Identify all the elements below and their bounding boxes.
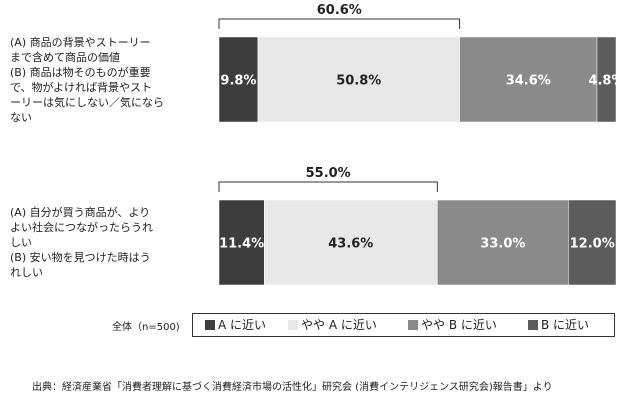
bar-2-value-label-3: 33.0% bbox=[480, 237, 525, 252]
legend-label-somewhat-a: やや A に近い bbox=[301, 318, 377, 332]
bar-1-segment-1 bbox=[218, 36, 259, 123]
bracket-2-label: 55.0% bbox=[306, 166, 351, 181]
bar-1-value-label-1: 9.8% bbox=[220, 74, 256, 89]
question-1-a-line-1: (A) 商品の背景やストーリー bbox=[10, 36, 151, 49]
bar-2-value-label-4: 12.0% bbox=[570, 237, 615, 252]
legend-swatch-a bbox=[205, 320, 215, 330]
legend-swatch-somewhat-a bbox=[288, 320, 298, 330]
legend-item-a: A に近い bbox=[205, 318, 266, 332]
question-1-b-line-3: ーリーは気にしない／気になら bbox=[10, 96, 164, 109]
bracket-1 bbox=[218, 18, 461, 29]
question-2-a-line-2: よい社会につながったらうれ bbox=[10, 221, 153, 234]
legend-swatch-b bbox=[528, 320, 538, 330]
question-1-b-line-1: (B) 商品は物そのものが重要 bbox=[10, 66, 151, 79]
bar-1-value-label-3: 34.6% bbox=[506, 74, 551, 89]
question-2-a-line-1: (A) 自分が買う商品が、より bbox=[10, 206, 151, 219]
legend-label-somewhat-b: やや B に近い bbox=[421, 318, 497, 332]
question-2-b-line-2: れしい bbox=[10, 266, 43, 279]
bar-2-value-label-1: 11.4% bbox=[219, 237, 264, 252]
bar-2-segment-4 bbox=[568, 199, 617, 286]
legend-item-somewhat-b: やや B に近い bbox=[408, 318, 497, 332]
question-1: (A) 商品の背景やストーリー まで含めて商品の価値 (B) 商品は物そのものが… bbox=[10, 35, 210, 125]
legend-swatch-somewhat-b bbox=[408, 320, 418, 330]
legend-total-label: 全体（n=500) bbox=[112, 322, 180, 333]
legend-label-b: B に近い bbox=[541, 318, 590, 332]
bar-1-segment-3 bbox=[459, 36, 598, 123]
bar-1-value-label-2: 50.8% bbox=[336, 74, 381, 89]
legend-label-a: A に近い bbox=[218, 318, 267, 332]
legend: A に近い やや A に近い やや B に近い B に近い bbox=[192, 313, 615, 337]
question-2-b-line-1: (B) 安い物を見つけた時はう bbox=[10, 251, 151, 264]
bar-2-value-label-2: 43.6% bbox=[328, 237, 373, 252]
question-1-b-line-4: ない bbox=[10, 111, 32, 124]
source-note: 出典：経済産業省「消費者理解に基づく消費経済市場の活性化」研究会 (消費インテリ… bbox=[32, 382, 553, 393]
question-1-a-line-2: まで含めて商品の価値 bbox=[10, 51, 120, 64]
bar-1-segment-2 bbox=[257, 36, 460, 123]
question-1-b-line-2: で、物がよければ背景やスト bbox=[10, 81, 153, 94]
bar-2-segment-3 bbox=[437, 199, 569, 286]
question-2-a-line-3: しい bbox=[10, 236, 32, 249]
bracket-1-label: 60.6% bbox=[317, 3, 362, 18]
bar-1-segment-4 bbox=[596, 36, 617, 123]
question-2: (A) 自分が買う商品が、より よい社会につながったらうれ しい (B) 安い物… bbox=[10, 205, 210, 280]
bracket-2 bbox=[218, 181, 438, 192]
legend-item-b: B に近い bbox=[528, 318, 589, 332]
bar-1-value-label-4: 4.8% bbox=[588, 74, 624, 89]
bar-2-segment-2 bbox=[264, 199, 438, 286]
legend-item-somewhat-a: やや A に近い bbox=[288, 318, 377, 332]
